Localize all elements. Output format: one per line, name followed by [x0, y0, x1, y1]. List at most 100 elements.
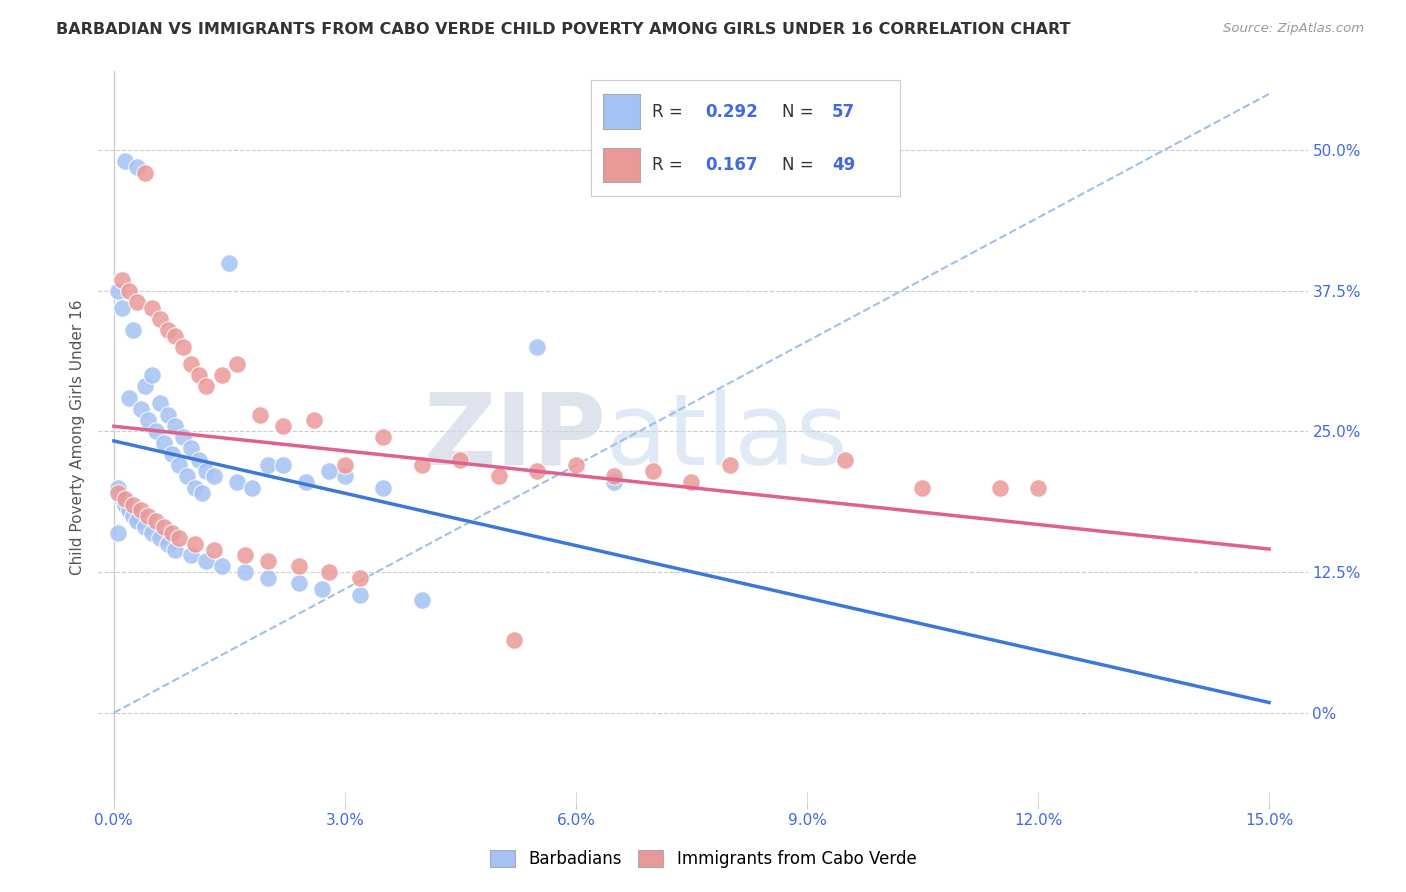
Point: [118, 284, 141, 298]
Text: R =: R =: [652, 103, 689, 120]
Point: [988, 481, 1011, 495]
Point: [114, 491, 136, 506]
Text: Source: ZipAtlas.com: Source: ZipAtlas.com: [1223, 22, 1364, 36]
Point: [141, 301, 163, 315]
Point: [271, 418, 294, 433]
Point: [169, 458, 191, 473]
Point: [349, 571, 371, 585]
Point: [110, 491, 132, 506]
Point: [195, 554, 218, 568]
Point: [233, 565, 256, 579]
Point: [156, 323, 179, 337]
Point: [565, 458, 588, 473]
Point: [172, 430, 194, 444]
Point: [180, 357, 202, 371]
Point: [373, 481, 395, 495]
Point: [107, 486, 129, 500]
Point: [141, 525, 163, 540]
Point: [141, 368, 163, 383]
Point: [125, 160, 148, 174]
Point: [169, 532, 191, 546]
Point: [257, 571, 280, 585]
Point: [160, 525, 183, 540]
Point: [257, 554, 280, 568]
Point: [114, 498, 136, 512]
Text: 0.167: 0.167: [704, 156, 758, 174]
Text: atlas: atlas: [606, 389, 848, 485]
Point: [122, 498, 145, 512]
Point: [187, 452, 209, 467]
Point: [202, 469, 225, 483]
Point: [603, 475, 626, 489]
Point: [149, 312, 172, 326]
Point: [257, 458, 280, 473]
Point: [333, 469, 356, 483]
Point: [911, 481, 934, 495]
Text: 0.292: 0.292: [704, 103, 758, 120]
Point: [138, 508, 160, 523]
Point: [191, 486, 214, 500]
Point: [156, 537, 179, 551]
Point: [526, 464, 548, 478]
Point: [107, 284, 129, 298]
Point: [149, 532, 172, 546]
Point: [226, 475, 249, 489]
Text: N =: N =: [782, 156, 820, 174]
Text: BARBADIAN VS IMMIGRANTS FROM CABO VERDE CHILD POVERTY AMONG GIRLS UNDER 16 CORRE: BARBADIAN VS IMMIGRANTS FROM CABO VERDE …: [56, 22, 1071, 37]
Point: [503, 632, 526, 647]
Point: [249, 408, 271, 422]
Point: [129, 503, 152, 517]
Point: [333, 458, 356, 473]
Point: [153, 520, 176, 534]
Point: [211, 368, 233, 383]
Point: [287, 576, 309, 591]
Text: N =: N =: [782, 103, 820, 120]
Text: 57: 57: [832, 103, 855, 120]
Legend: Barbadians, Immigrants from Cabo Verde: Barbadians, Immigrants from Cabo Verde: [484, 844, 922, 875]
Point: [165, 328, 187, 343]
Point: [488, 469, 510, 483]
Point: [183, 481, 205, 495]
Text: 49: 49: [832, 156, 855, 174]
Point: [122, 508, 145, 523]
Point: [233, 548, 256, 562]
Point: [195, 379, 218, 393]
Point: [373, 430, 395, 444]
Point: [118, 391, 141, 405]
Point: [110, 272, 132, 286]
Point: [153, 435, 176, 450]
Point: [138, 413, 160, 427]
Point: [172, 340, 194, 354]
Point: [180, 548, 202, 562]
Point: [160, 447, 183, 461]
Point: [134, 520, 156, 534]
Point: [449, 452, 471, 467]
Point: [107, 525, 129, 540]
Point: [187, 368, 209, 383]
Point: [183, 537, 205, 551]
Point: [129, 401, 152, 416]
Point: [145, 425, 167, 439]
FancyBboxPatch shape: [603, 147, 640, 182]
Point: [271, 458, 294, 473]
Point: [125, 515, 148, 529]
Point: [202, 542, 225, 557]
Point: [295, 475, 318, 489]
Y-axis label: Child Poverty Among Girls Under 16: Child Poverty Among Girls Under 16: [69, 300, 84, 574]
Point: [125, 295, 148, 310]
Point: [641, 464, 664, 478]
Point: [302, 413, 325, 427]
Point: [1026, 481, 1049, 495]
Point: [218, 255, 240, 269]
Point: [411, 593, 433, 607]
Point: [603, 469, 626, 483]
Point: [195, 464, 218, 478]
Point: [242, 481, 264, 495]
Point: [226, 357, 249, 371]
Text: ZIP: ZIP: [423, 389, 606, 485]
Point: [318, 464, 340, 478]
Point: [165, 418, 187, 433]
FancyBboxPatch shape: [603, 95, 640, 129]
Point: [149, 396, 172, 410]
Point: [718, 458, 741, 473]
